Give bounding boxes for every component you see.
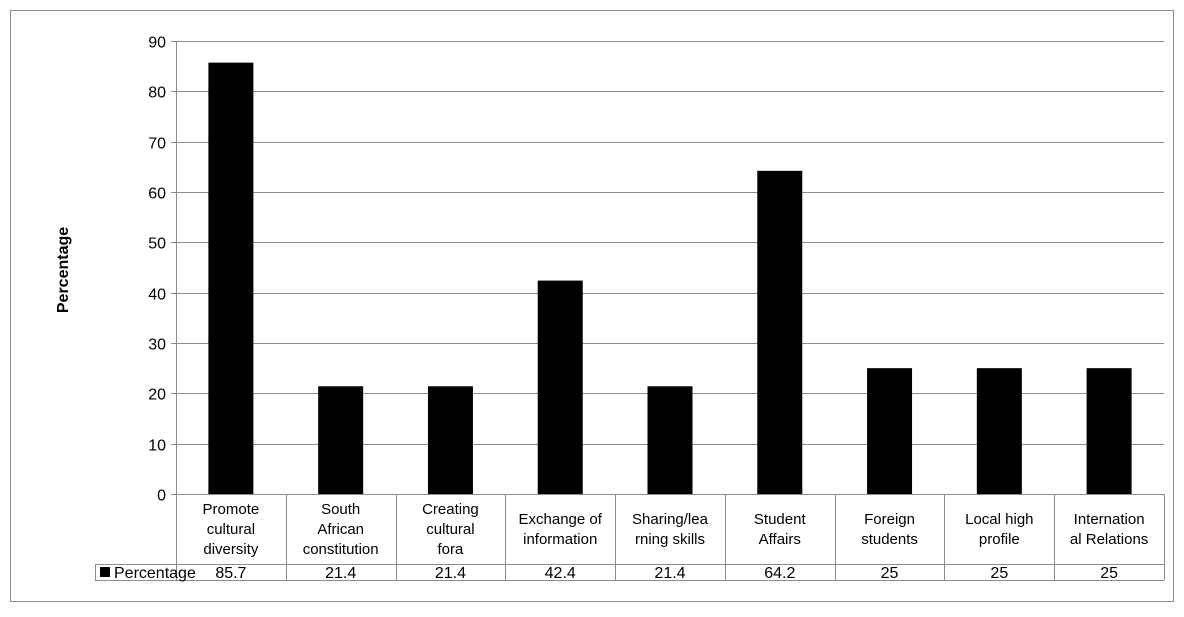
y-tick-label: 60 [148, 186, 166, 203]
x-tick-label: Creating cultural fora [422, 501, 479, 558]
x-tick-label: Foreign students [861, 511, 918, 548]
y-tick-label: 0 [157, 488, 166, 505]
legend-key [100, 567, 110, 577]
data-label: 21.4 [435, 565, 466, 582]
bar [976, 368, 1022, 494]
data-label: 85.7 [215, 565, 246, 582]
bar [537, 280, 583, 494]
data-label: 21.4 [325, 565, 356, 582]
bar [647, 386, 693, 494]
x-tick-label: Exchange of information [519, 511, 603, 548]
data-table: Promote cultural diversity South African cons… [95, 494, 1165, 582]
data-label: 25 [1100, 565, 1118, 582]
legend-label: Percentage [114, 565, 196, 582]
x-tick-label: South African constitution [303, 501, 379, 558]
y-tick-label: 20 [148, 387, 166, 404]
bar [318, 386, 364, 494]
y-tick-label: 10 [148, 438, 166, 455]
y-tick-label: 90 [148, 35, 166, 52]
data-label: 25 [881, 565, 899, 582]
bar [208, 62, 254, 494]
bar [1086, 368, 1132, 494]
x-tick-label: Student Affairs [754, 511, 807, 548]
bar [757, 170, 803, 495]
data-label: 42.4 [545, 565, 576, 582]
y-tick-label: 70 [148, 136, 166, 153]
x-tick-label: Sharing/lea rning skills [632, 511, 709, 548]
x-tick-label: Internation al Relations [1070, 511, 1148, 548]
y-axis-label: Percentage [55, 227, 72, 313]
x-tick-label: Local high profile [965, 511, 1033, 548]
bar [867, 368, 913, 494]
y-axis-ticks: 0 10 20 30 40 50 60 70 80 90 [148, 35, 166, 505]
y-tick-label: 50 [148, 236, 166, 253]
chart-border [10, 10, 1174, 602]
y-tick-label: 30 [148, 337, 166, 354]
y-tick-label: 40 [148, 287, 166, 304]
x-tick-label: Promote cultural diversity [203, 501, 260, 558]
bar [427, 386, 473, 494]
data-label: 25 [990, 565, 1008, 582]
bars [208, 62, 1132, 495]
y-tick-label: 80 [148, 85, 166, 102]
data-label: 64.2 [764, 565, 795, 582]
data-label: 21.4 [654, 565, 685, 582]
